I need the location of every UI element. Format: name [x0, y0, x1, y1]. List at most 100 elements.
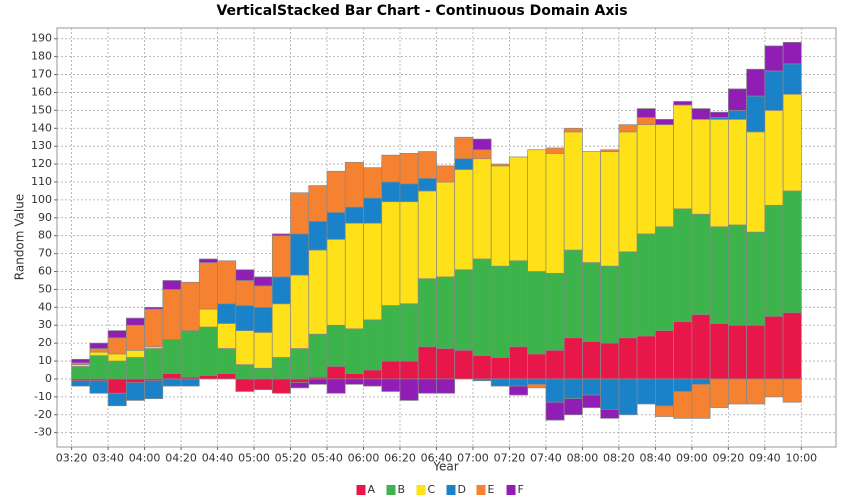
bar-segment	[326, 366, 346, 380]
bar-segment	[253, 285, 273, 308]
bar-segment	[509, 346, 529, 380]
x-tick-label: 04:40	[202, 452, 234, 465]
bar-segment	[198, 326, 218, 376]
y-tick-label: 40	[38, 300, 52, 313]
bar-segment	[271, 276, 291, 305]
bar-segment	[709, 378, 729, 408]
y-tick-label: 50	[38, 282, 52, 295]
bar-segment	[746, 68, 766, 97]
bar-segment	[107, 378, 127, 394]
bar-segment	[162, 339, 182, 374]
bar-segment	[527, 378, 547, 385]
bar-segment	[764, 204, 784, 317]
bar-segment	[673, 321, 693, 380]
bar-segment	[691, 378, 711, 385]
bar-segment	[107, 360, 127, 380]
bar-segment	[71, 380, 91, 387]
bar-segment	[217, 348, 237, 374]
x-tick-label: 08:00	[567, 452, 599, 465]
y-tick-label: 0	[45, 372, 52, 385]
bar-segment	[381, 154, 401, 183]
bar-segment	[417, 151, 437, 179]
bar-segment	[764, 315, 784, 380]
bar-segment	[563, 249, 583, 339]
x-tick-label: 07:40	[530, 452, 562, 465]
bar-segment	[308, 185, 328, 222]
x-tick-label: 07:20	[494, 452, 526, 465]
bar-segment	[308, 249, 328, 335]
bar-segment	[308, 221, 328, 251]
bar-segment	[673, 378, 693, 392]
chart-title: VerticalStacked Bar Chart - Continuous D…	[216, 3, 627, 19]
bar-segment	[198, 258, 218, 263]
y-tick-label: 160	[31, 85, 52, 98]
legend-swatch	[416, 485, 426, 495]
bar-segment	[746, 131, 766, 233]
y-axis-title: Random Value	[13, 194, 27, 280]
y-tick-label: -30	[34, 426, 52, 439]
bar-segment	[709, 118, 729, 228]
bar-segment	[381, 201, 401, 306]
x-tick-label: 06:20	[384, 452, 416, 465]
bar-segment	[746, 378, 766, 405]
x-tick-label: 05:20	[275, 452, 307, 465]
bar-segment	[472, 378, 492, 382]
bar-segment	[290, 274, 310, 349]
x-tick-label: 07:00	[457, 452, 489, 465]
bar-segment	[454, 136, 474, 160]
bar-segment	[691, 213, 711, 315]
bar-segment	[655, 405, 674, 417]
legend-swatch	[386, 485, 396, 495]
legend-label: E	[488, 483, 495, 496]
bar-segment	[545, 272, 565, 351]
bar-segment	[728, 324, 747, 380]
bar-segment	[563, 378, 583, 400]
bar-segment	[308, 378, 328, 385]
x-tick-label: 06:40	[421, 452, 453, 465]
bar-segment	[363, 319, 383, 371]
bar-segment	[509, 378, 529, 387]
bar-segment	[271, 378, 291, 394]
y-tick-label: 150	[31, 103, 52, 116]
bar-segment	[655, 118, 674, 126]
bar-segment	[563, 127, 583, 133]
bar-segment	[89, 351, 109, 357]
y-tick-label: 60	[38, 265, 52, 278]
bar-segment	[235, 364, 255, 380]
y-tick-label: 140	[31, 121, 52, 134]
bar-segment	[326, 212, 346, 240]
bar-segment	[198, 375, 218, 380]
bar-segment	[180, 378, 200, 387]
bar-segment	[399, 152, 419, 185]
bar-segment	[363, 378, 383, 387]
bar-segment	[235, 269, 255, 281]
bar-segment	[107, 353, 127, 362]
y-tick-label: 120	[31, 157, 52, 170]
bar-segment	[326, 378, 346, 394]
bar-segment	[253, 276, 273, 287]
bar-segment	[618, 124, 638, 133]
bar-segment	[344, 373, 364, 380]
y-tick-label: 70	[38, 247, 52, 260]
bar-segment	[217, 323, 237, 349]
bar-segment	[363, 222, 383, 321]
bar-segment	[125, 378, 145, 383]
x-tick-label: 04:00	[129, 452, 161, 465]
bar-segment	[162, 289, 182, 340]
bar-segment	[545, 152, 565, 274]
bar-segment	[527, 271, 547, 355]
x-tick-label: 09:20	[713, 452, 745, 465]
bar-segment	[344, 378, 364, 385]
bar-segment	[673, 104, 693, 210]
y-tick-label: 90	[38, 211, 52, 224]
y-tick-label: 130	[31, 139, 52, 152]
bar-segment	[198, 308, 218, 328]
bar-segment	[509, 385, 529, 396]
y-tick-label: 20	[38, 336, 52, 349]
bar-segment	[326, 238, 346, 326]
bar-segment	[162, 373, 182, 380]
legend-label: D	[458, 483, 466, 496]
bar-segment	[436, 276, 456, 349]
bar-segment	[253, 306, 273, 333]
